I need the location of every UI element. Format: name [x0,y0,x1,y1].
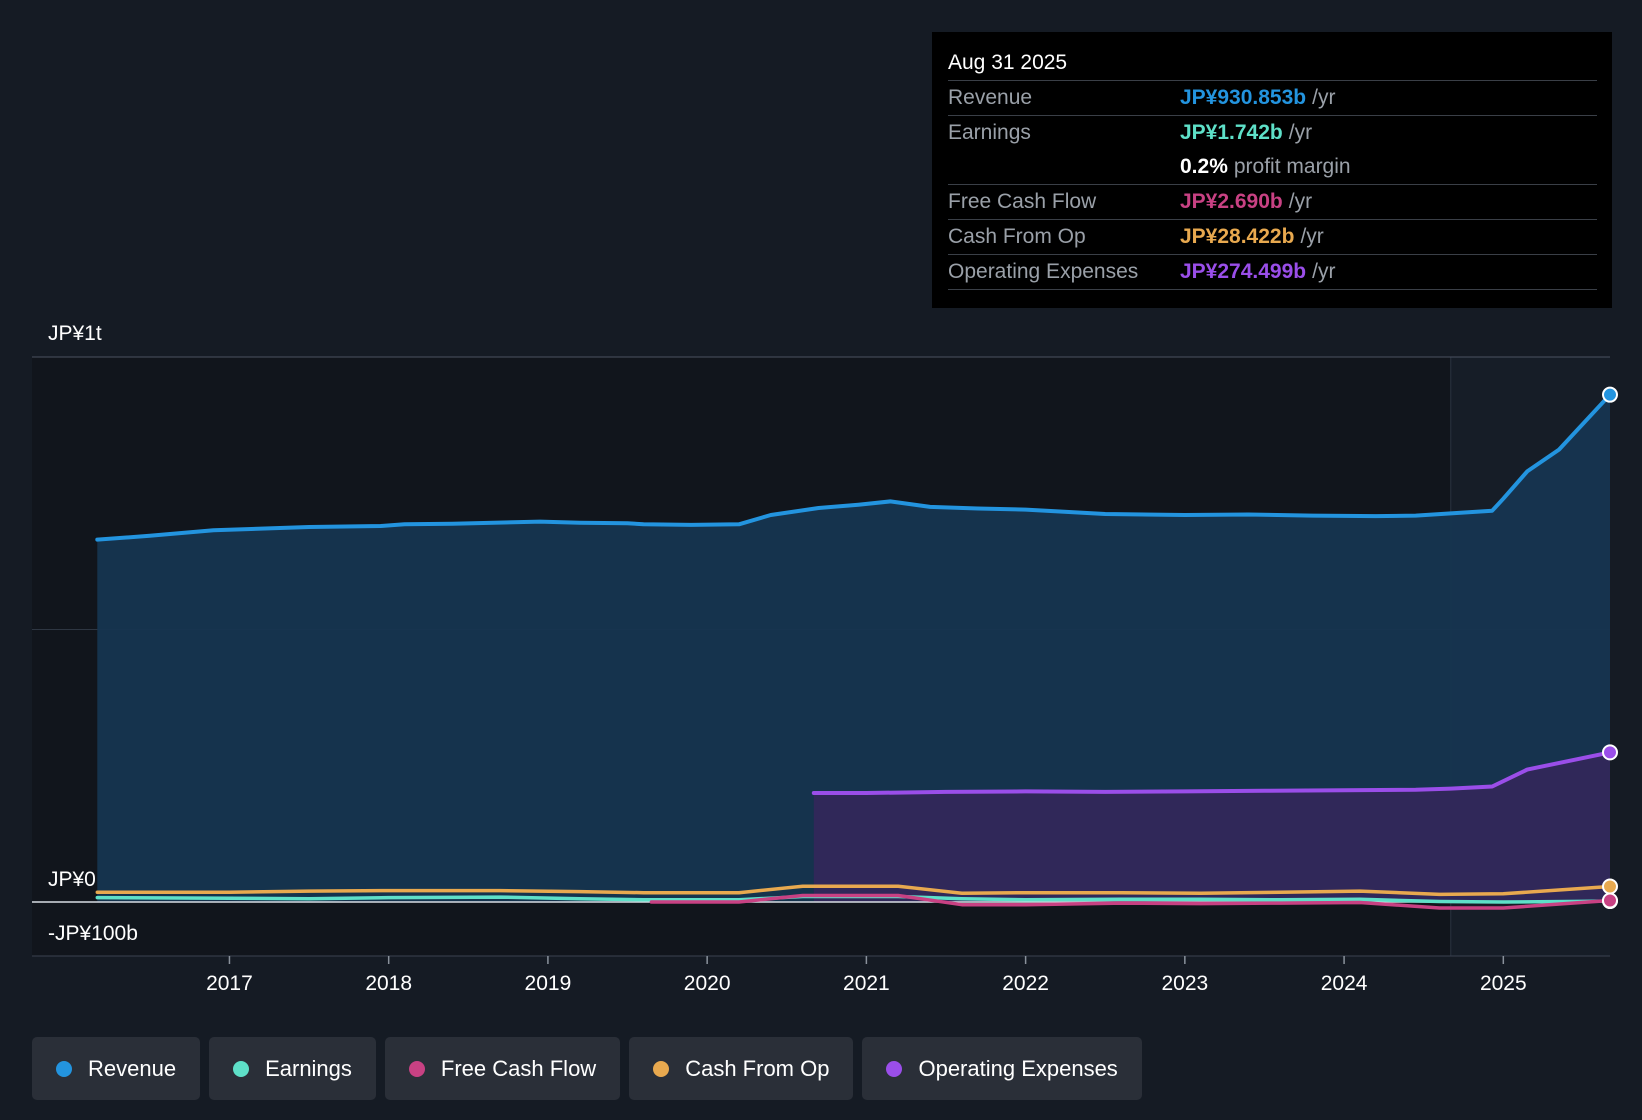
x-tick-label: 2018 [365,972,412,995]
tooltip-row-label: Revenue [948,86,1033,109]
legend-item-earnings[interactable]: Earnings [209,1037,376,1100]
tooltip-row-label: Free Cash Flow [948,190,1097,213]
operating-expenses-line [811,750,1612,795]
tooltip-row: Revenue JP¥930.853b/yr [948,81,1597,116]
revenue-end-point [1602,386,1618,403]
tooltip-row: Cash From Op JP¥28.422b/yr [948,220,1597,255]
legend-dot-icon [56,1060,72,1077]
tooltip-row-unit: /yr [1312,86,1336,109]
tooltip-row: Earnings JP¥1.742b/yr [948,116,1597,150]
tooltip-row-label: Earnings [948,121,1031,144]
legend-item-free-cash-flow[interactable]: Free Cash Flow [384,1037,621,1100]
x-tick-label: 2023 [1161,972,1208,995]
x-tick-label: 2024 [1321,972,1368,995]
legend-item-operating-expenses[interactable]: Operating Expenses [862,1037,1142,1100]
y-label-top: JP¥1t [48,322,102,345]
legend-dot-icon [886,1060,903,1077]
legend-dot-icon [408,1060,425,1077]
tooltip-row: Free Cash Flow JP¥2.690b/yr [948,185,1597,220]
legend-dot-icon [233,1060,250,1077]
x-tick-label: 2022 [1002,972,1049,995]
operating-expenses-end-point [1602,744,1618,761]
tooltip-row-unit: profit margin [1233,155,1351,178]
tooltip-row-value: JP¥28.422b [1180,225,1295,248]
tooltip-row-unit: /yr [1300,225,1324,248]
x-tick-label: 2019 [525,972,572,995]
tooltip-row-value: 0.2% [1180,155,1228,178]
tooltip-row-value: JP¥1.742b [1180,121,1283,144]
tooltip-date: Aug 31 2025 [948,46,1597,81]
tooltip: Aug 31 2025 Revenue JP¥930.853b/yr Earning… [932,32,1612,308]
legend-label: Revenue [88,1055,177,1081]
tooltip-row-label [948,150,1180,184]
revenue-area [97,394,1610,902]
legend-label: Earnings [265,1055,352,1081]
tooltip-row-value: JP¥274.499b [1180,260,1307,283]
tooltip-row-unit: /yr [1288,190,1313,213]
y-label-zero: JP¥0 [48,868,96,891]
legend-dot-icon [653,1060,670,1077]
x-tick-label: 2021 [843,972,890,995]
cash-from-op-end-point [1602,878,1618,895]
legend-label: Cash From Op [685,1055,830,1081]
legend: Revenue Earnings Free Cash Flow Cash From O… [32,1037,1142,1100]
tooltip-row: Operating Expenses JP¥274.499b/yr [948,255,1597,290]
x-tick-label: 2017 [206,972,253,995]
free-cash-flow-line [649,893,1612,910]
tooltip-row-unit: /yr [1288,121,1313,144]
tooltip-row-unit: /yr [1312,260,1336,283]
legend-item-cash-from-op[interactable]: Cash From Op [629,1037,854,1100]
x-tick-label: 2020 [684,972,731,995]
y-label-bottom: -JP¥100b [48,922,138,945]
tooltip-row-value: JP¥2.690b [1180,190,1283,213]
free-cash-flow-end-point [1602,892,1618,909]
legend-label: Operating Expenses [918,1055,1118,1081]
tooltip-row-label: Operating Expenses [948,260,1139,283]
tooltip-row: 0.2% profit margin [948,150,1597,185]
tooltip-row-label: Cash From Op [948,225,1086,248]
legend-label: Free Cash Flow [440,1055,597,1081]
tooltip-row-value: JP¥930.853b [1180,86,1307,109]
legend-item-revenue[interactable]: Revenue [32,1037,201,1100]
revenue-line [95,392,1612,542]
x-tick-label: 2025 [1480,972,1527,995]
cash-from-op-line [95,884,1612,897]
